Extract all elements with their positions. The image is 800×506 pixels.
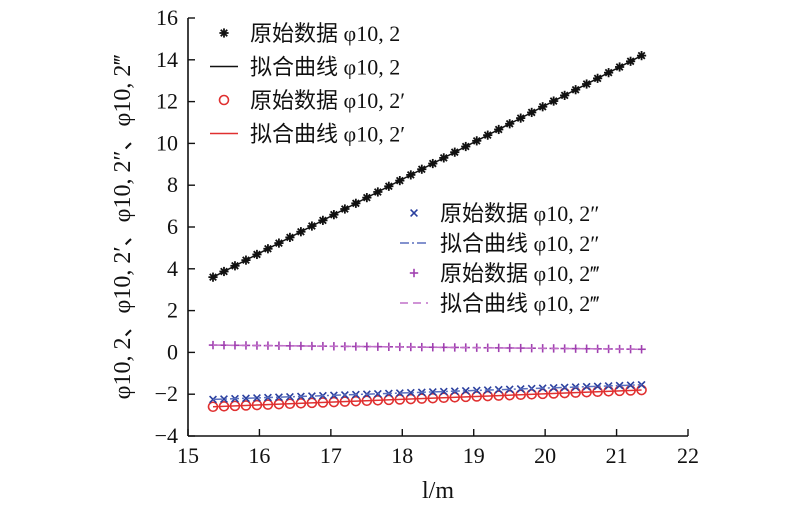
data-point — [593, 382, 602, 391]
data-point — [373, 389, 382, 398]
y-tick-label: 16 — [156, 5, 178, 30]
y-axis-label: φ10, 2、φ10, 2′、φ10, 2″、φ10, 2‴ — [110, 55, 136, 400]
y-tick-label: 2 — [167, 298, 178, 323]
legend-top-left: 原始数据 φ10, 2 拟合曲线 φ10, 2 原始数据 φ10, 2′ 拟合曲线 φ… — [210, 21, 405, 147]
fit-line-3 — [212, 389, 642, 408]
legend-item: 原始数据 φ10, 2‴ — [409, 261, 599, 286]
legend-swatch — [219, 28, 229, 38]
legend-item: 拟合曲线 φ10, 2′ — [210, 122, 405, 147]
data-point — [582, 382, 591, 391]
x-axis-label: l/m — [422, 478, 454, 504]
legend-label: 拟合曲线 φ10, 2‴ — [440, 291, 599, 316]
legend-swatch — [409, 268, 419, 278]
y-tick-label: 14 — [156, 47, 178, 72]
y-tick-label: 4 — [167, 256, 178, 281]
data-point — [242, 394, 250, 403]
data-point — [615, 381, 624, 390]
y-tick-label: 6 — [167, 214, 178, 239]
legend-swatch — [410, 209, 418, 217]
fit-line-1 — [212, 54, 642, 278]
legend-item: 原始数据 φ10, 2 — [219, 21, 400, 46]
data-point — [428, 387, 437, 396]
data-point — [252, 393, 261, 402]
x-tick-label: 21 — [606, 443, 628, 468]
x-tick-label: 19 — [463, 443, 485, 468]
legend-label: 原始数据 φ10, 2 — [250, 21, 400, 46]
fit-line-7 — [212, 344, 642, 351]
data-point — [439, 387, 448, 396]
plot-area — [207, 51, 647, 413]
data-point — [626, 381, 635, 390]
data-point — [637, 345, 646, 354]
y-tick-label: −2 — [155, 381, 178, 406]
x-tick-label: 22 — [677, 443, 699, 468]
axis-labels: l/m φ10, 2、φ10, 2′、φ10, 2″、φ10, 2‴ — [110, 55, 454, 504]
y-tick-label: 0 — [167, 339, 178, 364]
legend-label: 拟合曲线 φ10, 2′ — [250, 122, 405, 147]
y-tick-label: 10 — [156, 130, 178, 155]
data-point — [395, 389, 404, 398]
legend-item: 拟合曲线 φ10, 2‴ — [400, 291, 599, 316]
x-tick-label: 18 — [391, 443, 413, 468]
y-tick-label: 12 — [156, 89, 178, 114]
y-tick-label: 8 — [167, 172, 178, 197]
legend-item: 拟合曲线 φ10, 2 — [210, 55, 400, 80]
x-tick-label: 15 — [177, 443, 199, 468]
legend-label: 原始数据 φ10, 2″ — [440, 201, 599, 226]
legend-label: 拟合曲线 φ10, 2″ — [440, 231, 599, 256]
legend-label: 原始数据 φ10, 2′ — [250, 88, 405, 113]
legend-label: 拟合曲线 φ10, 2 — [250, 55, 400, 80]
legend-item: 原始数据 φ10, 2′ — [218, 88, 405, 113]
legend-label: 原始数据 φ10, 2‴ — [440, 261, 599, 286]
data-point — [406, 388, 415, 397]
legend-swatch — [218, 94, 230, 106]
y-tick-label: −4 — [155, 423, 178, 448]
legend-item: 拟合曲线 φ10, 2″ — [400, 231, 599, 256]
fit-line-5 — [212, 384, 642, 401]
data-point — [637, 380, 646, 389]
data-point — [274, 393, 283, 402]
x-tick-label: 20 — [534, 443, 556, 468]
x-tick-label: 17 — [320, 443, 342, 468]
data-point — [220, 395, 228, 404]
legend-item: 原始数据 φ10, 2″ — [410, 201, 599, 226]
x-tick-label: 16 — [248, 443, 270, 468]
data-point — [560, 383, 569, 392]
legend-center-right: 原始数据 φ10, 2″ 拟合曲线 φ10, 2″ 原始数据 φ10, 2‴ 拟合曲线… — [400, 201, 599, 316]
data-point — [461, 386, 470, 395]
axes: 15 16 17 18 19 20 21 22 −4 −2 0 2 4 6 8 10 12 14 16 — [155, 5, 699, 468]
